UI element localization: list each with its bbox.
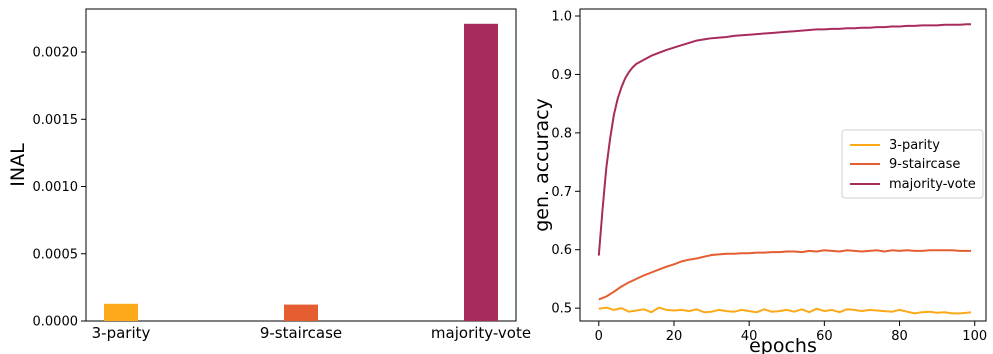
legend-label-3-parity: 3-parity (889, 138, 940, 153)
series-line-majority-vote (597, 23, 971, 256)
legend-label-majority-vote: majority-vote (889, 177, 976, 192)
bar-x-categories: 3-parity 9-staircase majority-vote (92, 324, 531, 342)
bar-y-tick-label: 0.0020 (33, 46, 79, 61)
line-x-tick-label: 80 (891, 329, 908, 344)
line-plot-frame (579, 8, 987, 322)
bar-3-parity (104, 303, 138, 321)
bar-plot-frame (85, 8, 517, 322)
legend: 3-parity 9-staircase majority-vote (841, 129, 984, 199)
legend-label-9-staircase: 9-staircase (889, 157, 960, 172)
line-y-axis-label: gen. accuracy (531, 98, 553, 232)
line-x-tick-label: 60 (816, 329, 833, 344)
line-y-tick-label: 1.0 (551, 10, 572, 25)
line-x-tick-label: 100 (962, 329, 987, 344)
bar-y-ticks: 0.0000 0.0005 0.0010 0.0015 0.0020 (33, 46, 86, 330)
bar-y-tick-label: 0.0015 (33, 113, 79, 128)
legend-box (841, 129, 984, 199)
line-y-tick-label: 0.5 (551, 302, 572, 317)
legend-entry-9-staircase: 9-staircase (850, 157, 960, 172)
bar-majority-vote (464, 23, 498, 322)
line-series-group (597, 23, 972, 315)
line-chart-panel: 0.5 0.6 0.7 0.8 0.9 1.0 0 20 40 60 80 100 gen. acc… (531, 8, 987, 354)
series-line-3-parity (598, 306, 972, 315)
line-y-tick-label: 0.6 (551, 243, 572, 258)
line-x-axis-label: epochs (749, 335, 817, 354)
line-y-tick-label: 0.8 (551, 126, 572, 141)
line-y-tick-label: 0.7 (551, 185, 572, 200)
bar-y-tick-label: 0.0000 (33, 315, 79, 330)
bar-x-label-9-staircase: 9-staircase (260, 324, 342, 342)
line-x-tick-label: 20 (666, 329, 683, 344)
legend-entry-3-parity: 3-parity (850, 138, 940, 153)
bar-bars (104, 23, 498, 322)
line-y-ticks: 0.5 0.6 0.7 0.8 0.9 1.0 (551, 10, 580, 317)
line-x-tick-label: 0 (595, 329, 603, 344)
legend-entry-majority-vote: majority-vote (850, 177, 976, 192)
series-line-9-staircase (598, 249, 971, 301)
bar-x-label-majority-vote: majority-vote (431, 324, 531, 342)
bar-9-staircase (284, 304, 318, 321)
line-x-tick-label: 40 (741, 329, 758, 344)
bar-y-axis-label: INAL (7, 143, 29, 187)
bar-y-tick-label: 0.0005 (33, 247, 79, 262)
line-x-ticks: 0 20 40 60 80 100 (595, 321, 987, 344)
bar-x-label-3-parity: 3-parity (92, 324, 151, 342)
bar-y-tick-label: 0.0010 (33, 180, 79, 195)
bar-chart-panel: 0.0000 0.0005 0.0010 0.0015 0.0020 3-parity 9… (7, 8, 531, 342)
line-y-tick-label: 0.9 (551, 68, 572, 83)
